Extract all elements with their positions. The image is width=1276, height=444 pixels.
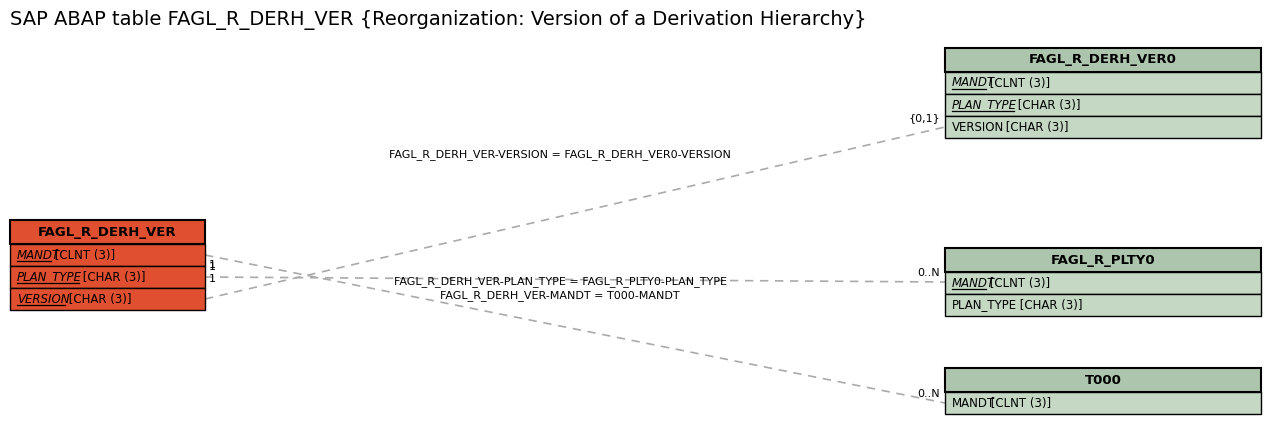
- Text: [CLNT (3)]: [CLNT (3)]: [986, 277, 1050, 289]
- Text: FAGL_R_DERH_VER-PLAN_TYPE = FAGL_R_PLTY0-PLAN_TYPE: FAGL_R_DERH_VER-PLAN_TYPE = FAGL_R_PLTY0…: [393, 277, 726, 287]
- Bar: [10, 244, 205, 266]
- Bar: [946, 368, 1261, 392]
- Text: PLAN_TYPE: PLAN_TYPE: [17, 270, 82, 284]
- Text: {0,1}: {0,1}: [909, 113, 940, 123]
- Text: FAGL_R_PLTY0: FAGL_R_PLTY0: [1050, 254, 1155, 266]
- Text: SAP ABAP table FAGL_R_DERH_VER {Reorganization: Version of a Derivation Hierarch: SAP ABAP table FAGL_R_DERH_VER {Reorgani…: [10, 10, 866, 30]
- Bar: [946, 272, 1261, 294]
- Text: [CLNT (3)]: [CLNT (3)]: [986, 76, 1050, 90]
- Text: MANDT: MANDT: [952, 76, 995, 90]
- Text: VERSION: VERSION: [952, 120, 1004, 134]
- Text: MANDT: MANDT: [952, 396, 995, 409]
- Text: 1: 1: [209, 260, 216, 270]
- Text: [CLNT (3)]: [CLNT (3)]: [51, 249, 115, 262]
- Text: [CLNT (3)]: [CLNT (3)]: [988, 396, 1051, 409]
- Bar: [946, 116, 1261, 138]
- Text: 1: 1: [209, 274, 216, 284]
- Text: 0..N: 0..N: [917, 268, 940, 278]
- Text: MANDT: MANDT: [952, 277, 995, 289]
- Text: VERSION: VERSION: [17, 293, 69, 305]
- Text: PLAN_TYPE: PLAN_TYPE: [952, 298, 1017, 312]
- Bar: [10, 266, 205, 288]
- Text: [CHAR (3)]: [CHAR (3)]: [1016, 298, 1082, 312]
- Text: FAGL_R_DERH_VER-VERSION = FAGL_R_DERH_VER0-VERSION: FAGL_R_DERH_VER-VERSION = FAGL_R_DERH_VE…: [389, 150, 731, 160]
- Text: 0..N: 0..N: [917, 389, 940, 399]
- Bar: [946, 94, 1261, 116]
- Text: FAGL_R_DERH_VER0: FAGL_R_DERH_VER0: [1028, 53, 1176, 67]
- Bar: [10, 288, 205, 310]
- Text: FAGL_R_DERH_VER-MANDT = T000-MANDT: FAGL_R_DERH_VER-MANDT = T000-MANDT: [440, 290, 680, 301]
- Text: [CHAR (3)]: [CHAR (3)]: [79, 270, 145, 284]
- Bar: [946, 392, 1261, 414]
- Text: [CHAR (3)]: [CHAR (3)]: [65, 293, 131, 305]
- Bar: [10, 220, 205, 244]
- Bar: [946, 72, 1261, 94]
- Bar: [946, 248, 1261, 272]
- Bar: [946, 294, 1261, 316]
- Text: T000: T000: [1085, 373, 1122, 386]
- Text: [CHAR (3)]: [CHAR (3)]: [1002, 120, 1068, 134]
- Text: 1: 1: [209, 262, 216, 272]
- Text: FAGL_R_DERH_VER: FAGL_R_DERH_VER: [38, 226, 177, 238]
- Text: PLAN_TYPE: PLAN_TYPE: [952, 99, 1017, 111]
- Bar: [946, 48, 1261, 72]
- Text: MANDT: MANDT: [17, 249, 60, 262]
- Text: [CHAR (3)]: [CHAR (3)]: [1013, 99, 1079, 111]
